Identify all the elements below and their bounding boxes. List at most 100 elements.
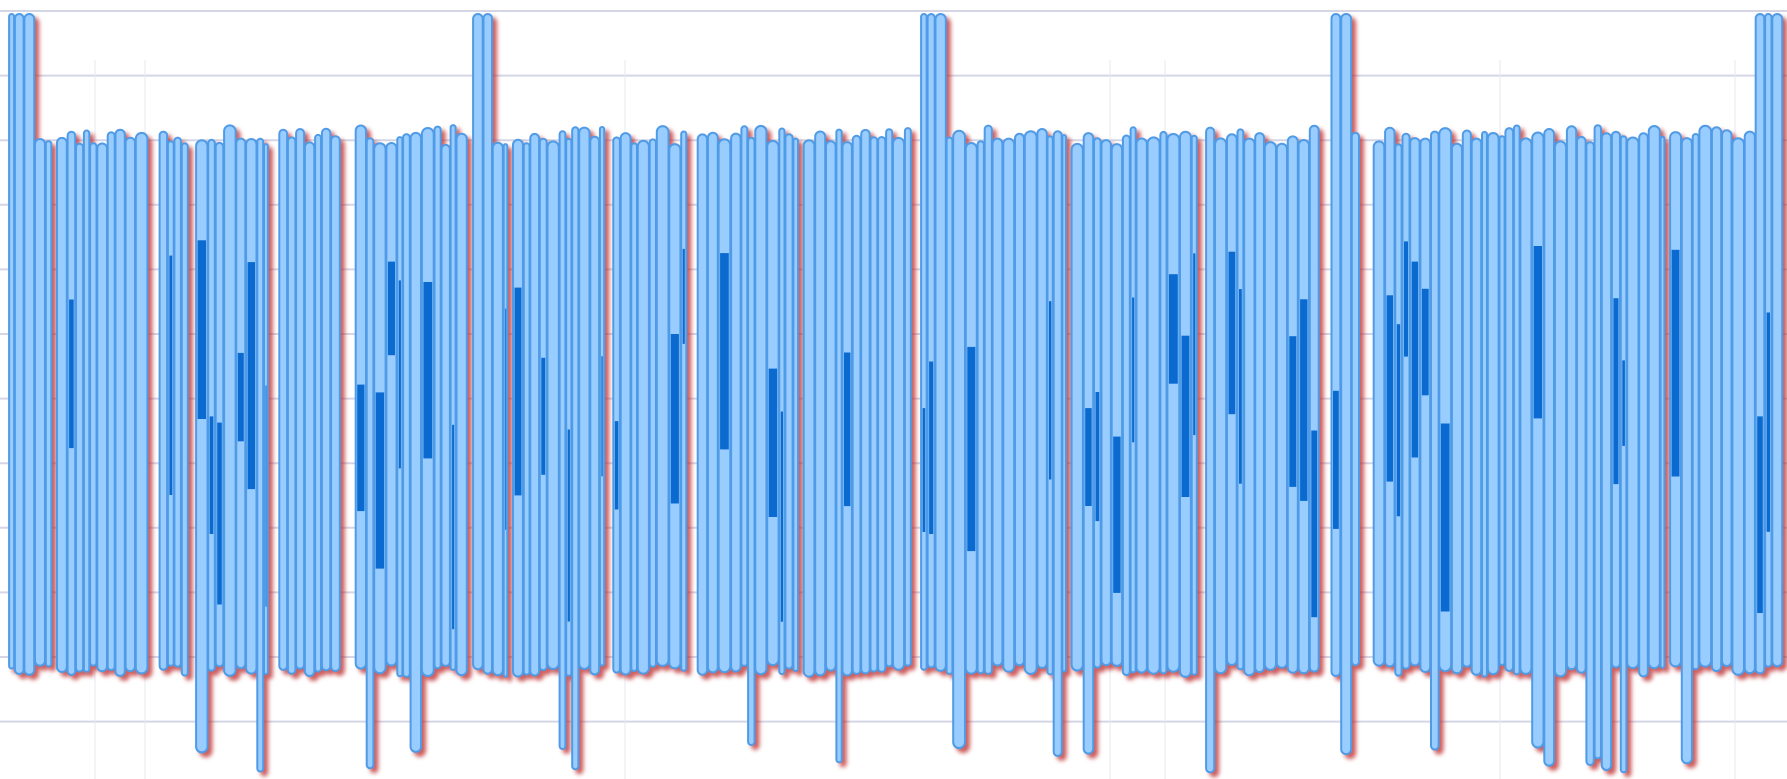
- glyph-stroke: [1340, 13, 1353, 756]
- glyph-stroke: [330, 135, 341, 673]
- glyph-stroke: [1430, 130, 1440, 751]
- glyph-stroke: [578, 126, 591, 671]
- glyph-stroke: [730, 132, 742, 673]
- glyph-stroke: [295, 128, 306, 670]
- glyph-stroke: [1486, 132, 1500, 676]
- glyph-stroke: [320, 127, 332, 672]
- glyph-stroke: [558, 130, 567, 750]
- glyph-stroke: [1061, 134, 1067, 673]
- glyph-core: [398, 280, 401, 469]
- glyph-stroke: [1350, 131, 1361, 667]
- glyph-core: [387, 261, 395, 356]
- glyph-stroke: [1585, 141, 1595, 767]
- glyph-core: [423, 282, 433, 459]
- glyph-stroke: [1504, 127, 1515, 673]
- stretched-text: [8, 13, 1784, 774]
- glyph-stroke: [648, 138, 658, 668]
- glyph-core: [720, 253, 729, 450]
- glyph-stroke: [1619, 135, 1628, 774]
- glyph-stroke: [1401, 132, 1411, 670]
- glyph-stroke: [991, 137, 1004, 667]
- glyph-core: [1333, 390, 1339, 529]
- glyph-stroke: [134, 131, 149, 675]
- glyph-stroke: [1680, 137, 1693, 765]
- glyph-stroke: [1135, 137, 1148, 674]
- glyph-stroke: [1121, 134, 1131, 677]
- glyph-core: [265, 385, 267, 607]
- glyph-core: [1085, 408, 1092, 506]
- glyph-core: [1300, 299, 1308, 501]
- glyph-core: [1289, 336, 1297, 487]
- glyph-core: [1533, 246, 1542, 419]
- glyph-core: [1440, 423, 1450, 612]
- glyph-stroke: [482, 13, 493, 675]
- glyph-stroke: [365, 137, 375, 770]
- glyph-core: [780, 411, 783, 622]
- glyph-stroke: [877, 136, 887, 673]
- glyph-stroke: [655, 125, 670, 667]
- glyph-stroke: [402, 133, 411, 678]
- glyph-stroke: [1372, 140, 1386, 667]
- glyph-stroke: [892, 136, 906, 671]
- glyph-stroke: [1275, 142, 1289, 669]
- glyph-stroke: [491, 141, 504, 677]
- glyph-stroke: [1014, 132, 1025, 667]
- glyph-stroke: [612, 136, 621, 674]
- glyph-core: [209, 416, 214, 534]
- glyph-stroke: [1721, 129, 1733, 668]
- glyph-stroke: [440, 143, 451, 667]
- glyph-stroke: [546, 140, 560, 670]
- glyph-stroke: [630, 142, 638, 672]
- glyph-core: [375, 392, 385, 569]
- glyph-core: [1404, 241, 1408, 357]
- glyph-core: [237, 352, 244, 442]
- glyph-core: [1766, 312, 1770, 532]
- glyph-stroke: [1205, 126, 1216, 774]
- glyph-stroke: [851, 134, 862, 676]
- glyph-stroke: [1159, 130, 1168, 675]
- glyph-stroke: [1214, 137, 1228, 675]
- glyph-stroke: [314, 133, 323, 673]
- glyph-stroke: [1691, 133, 1700, 671]
- glyph-stroke: [792, 137, 800, 673]
- glyph-stroke: [934, 13, 947, 672]
- glyph-stroke: [1002, 137, 1016, 673]
- glyph-stroke: [1626, 136, 1640, 670]
- glyph-core: [1311, 430, 1318, 618]
- glyph-core: [1181, 335, 1190, 497]
- glyph-core: [1386, 295, 1393, 482]
- glyph-stroke: [869, 136, 879, 673]
- glyph-core: [1228, 251, 1236, 415]
- glyph-stroke: [44, 140, 53, 668]
- glyph-stroke: [56, 136, 68, 673]
- glyph-stroke: [589, 135, 601, 676]
- glyph-stroke: [706, 131, 719, 674]
- glyph-core: [1132, 297, 1135, 443]
- glyph-stroke: [409, 131, 423, 753]
- glyph-stroke: [195, 139, 209, 754]
- glyph-stroke: [784, 133, 794, 670]
- glyph-stroke: [1263, 141, 1278, 671]
- glyph-stroke: [1100, 139, 1112, 667]
- glyph-stroke: [433, 125, 442, 670]
- glyph-stroke: [1052, 130, 1063, 758]
- glyph-stroke: [1647, 125, 1661, 670]
- glyph-stroke: [747, 136, 756, 747]
- glyph-core: [505, 308, 507, 530]
- glyph-core: [514, 287, 522, 496]
- glyph-stroke: [814, 130, 827, 677]
- glyph-stroke: [825, 140, 837, 672]
- glyph-stroke: [75, 142, 85, 673]
- glyph-stroke: [680, 130, 688, 672]
- glyph-core: [1396, 324, 1401, 517]
- glyph-core: [1421, 288, 1429, 396]
- glyph-stroke: [286, 136, 297, 675]
- glyph-stroke: [1743, 130, 1756, 675]
- glyph-stroke: [1698, 124, 1713, 668]
- glyph-stroke: [696, 133, 709, 676]
- glyph-stroke: [180, 142, 189, 677]
- glyph-stroke: [1600, 132, 1613, 771]
- glyph-core: [1757, 416, 1763, 613]
